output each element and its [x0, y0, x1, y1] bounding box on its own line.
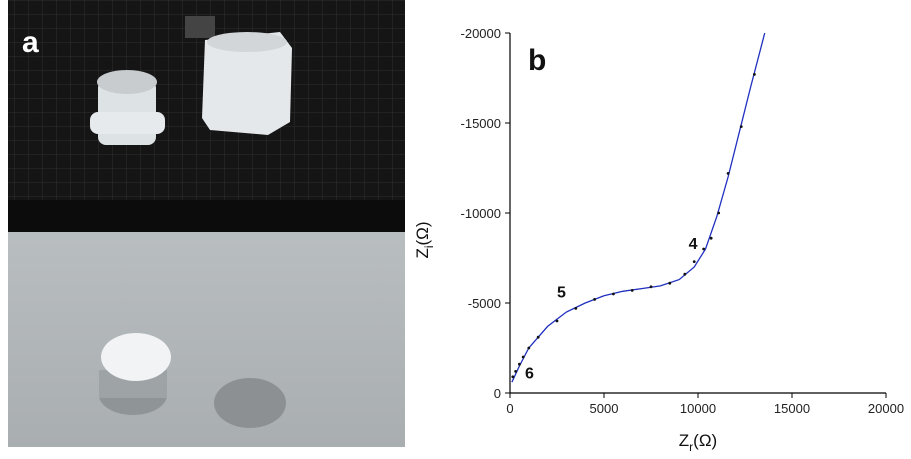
- y-tick-label: -5000: [468, 296, 501, 311]
- panel-label: a: [22, 26, 39, 59]
- data-point: [536, 335, 540, 339]
- y-axis-label: Zi(Ω): [413, 221, 436, 258]
- data-point: [574, 307, 578, 310]
- x-tick-label: 5000: [590, 401, 619, 416]
- data-point: [692, 260, 696, 263]
- x-tick-label: 10000: [680, 401, 716, 416]
- data-point: [518, 362, 521, 366]
- x-axis-label-unit: (Ω): [693, 431, 717, 450]
- x-tick-label: 15000: [774, 401, 810, 416]
- x-tick-label: 0: [506, 401, 513, 416]
- data-point: [649, 285, 653, 289]
- data-point: [593, 298, 596, 301]
- photo: a: [8, 0, 405, 447]
- data-point: [521, 355, 525, 359]
- data-point: [555, 319, 559, 323]
- fit-line: [511, 32, 766, 383]
- x-axis-label-symbol: Z: [679, 431, 689, 450]
- panel-label: b: [528, 44, 546, 77]
- x-axis-label-subscript: r: [689, 440, 693, 454]
- annotation: 6: [525, 366, 534, 383]
- data-point: [630, 289, 634, 292]
- data-point: [527, 346, 531, 350]
- y-axis-label-symbol: Z: [413, 248, 432, 258]
- y-axis-label-unit: (Ω): [413, 221, 432, 245]
- y-tick-label: 0: [494, 386, 501, 401]
- data-point: [683, 272, 687, 276]
- annotation: 5: [557, 285, 566, 302]
- data-point: [726, 172, 730, 175]
- y-tick-label: -15000: [461, 116, 501, 131]
- data-point: [668, 281, 672, 285]
- y-tick-label: -10000: [461, 206, 501, 221]
- y-axis-label-subscript: i: [422, 245, 436, 248]
- data-point: [514, 370, 518, 373]
- data-point: [753, 73, 756, 76]
- chart: 0 5000 10000 15000 20000 0 -5000 -10000 -15000 -2…: [413, 26, 904, 454]
- data-point: [511, 375, 515, 379]
- data-point: [702, 247, 706, 251]
- data-point: [612, 292, 615, 296]
- data-point: [717, 211, 721, 215]
- x-tick-label: 20000: [868, 401, 904, 416]
- y-tick-label: -20000: [461, 26, 501, 41]
- x-axis-label: Zr(Ω): [679, 431, 717, 454]
- annotation: 4: [689, 236, 698, 253]
- data-point: [739, 125, 743, 128]
- data-point: [709, 236, 713, 240]
